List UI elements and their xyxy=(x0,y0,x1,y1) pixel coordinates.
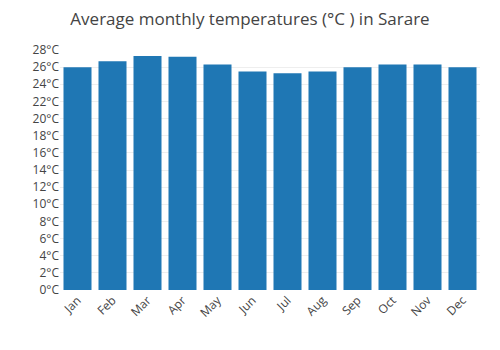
svg-text:16°C: 16°C xyxy=(33,144,60,161)
svg-text:26°C: 26°C xyxy=(33,58,60,75)
svg-text:10°C: 10°C xyxy=(33,195,60,212)
svg-text:8°C: 8°C xyxy=(39,213,59,230)
svg-text:14°C: 14°C xyxy=(33,161,60,178)
svg-text:12°C: 12°C xyxy=(33,178,60,195)
svg-text:2°C: 2°C xyxy=(39,264,59,281)
svg-text:Jul: Jul xyxy=(272,292,294,314)
svg-text:20°C: 20°C xyxy=(33,110,60,127)
svg-text:May: May xyxy=(196,291,225,320)
svg-text:Mar: Mar xyxy=(127,292,155,320)
svg-text:Oct: Oct xyxy=(374,292,400,318)
svg-text:24°C: 24°C xyxy=(33,75,60,92)
svg-text:6°C: 6°C xyxy=(39,230,59,247)
svg-text:Nov: Nov xyxy=(407,292,435,320)
svg-text:Jan: Jan xyxy=(60,292,85,317)
svg-text:4°C: 4°C xyxy=(39,247,59,264)
svg-text:Aug: Aug xyxy=(302,292,330,320)
svg-text:0°C: 0°C xyxy=(39,281,59,298)
svg-text:18°C: 18°C xyxy=(33,127,60,144)
svg-text:Average monthly temperatures (: Average monthly temperatures (°C ) in Sa… xyxy=(70,7,429,30)
svg-text:Feb: Feb xyxy=(93,292,119,318)
svg-text:Jun: Jun xyxy=(234,292,259,317)
svg-text:Apr: Apr xyxy=(164,292,190,318)
svg-text:Dec: Dec xyxy=(443,292,470,319)
svg-text:22°C: 22°C xyxy=(33,93,60,110)
svg-text:28°C: 28°C xyxy=(33,41,60,58)
svg-text:Sep: Sep xyxy=(338,292,365,319)
